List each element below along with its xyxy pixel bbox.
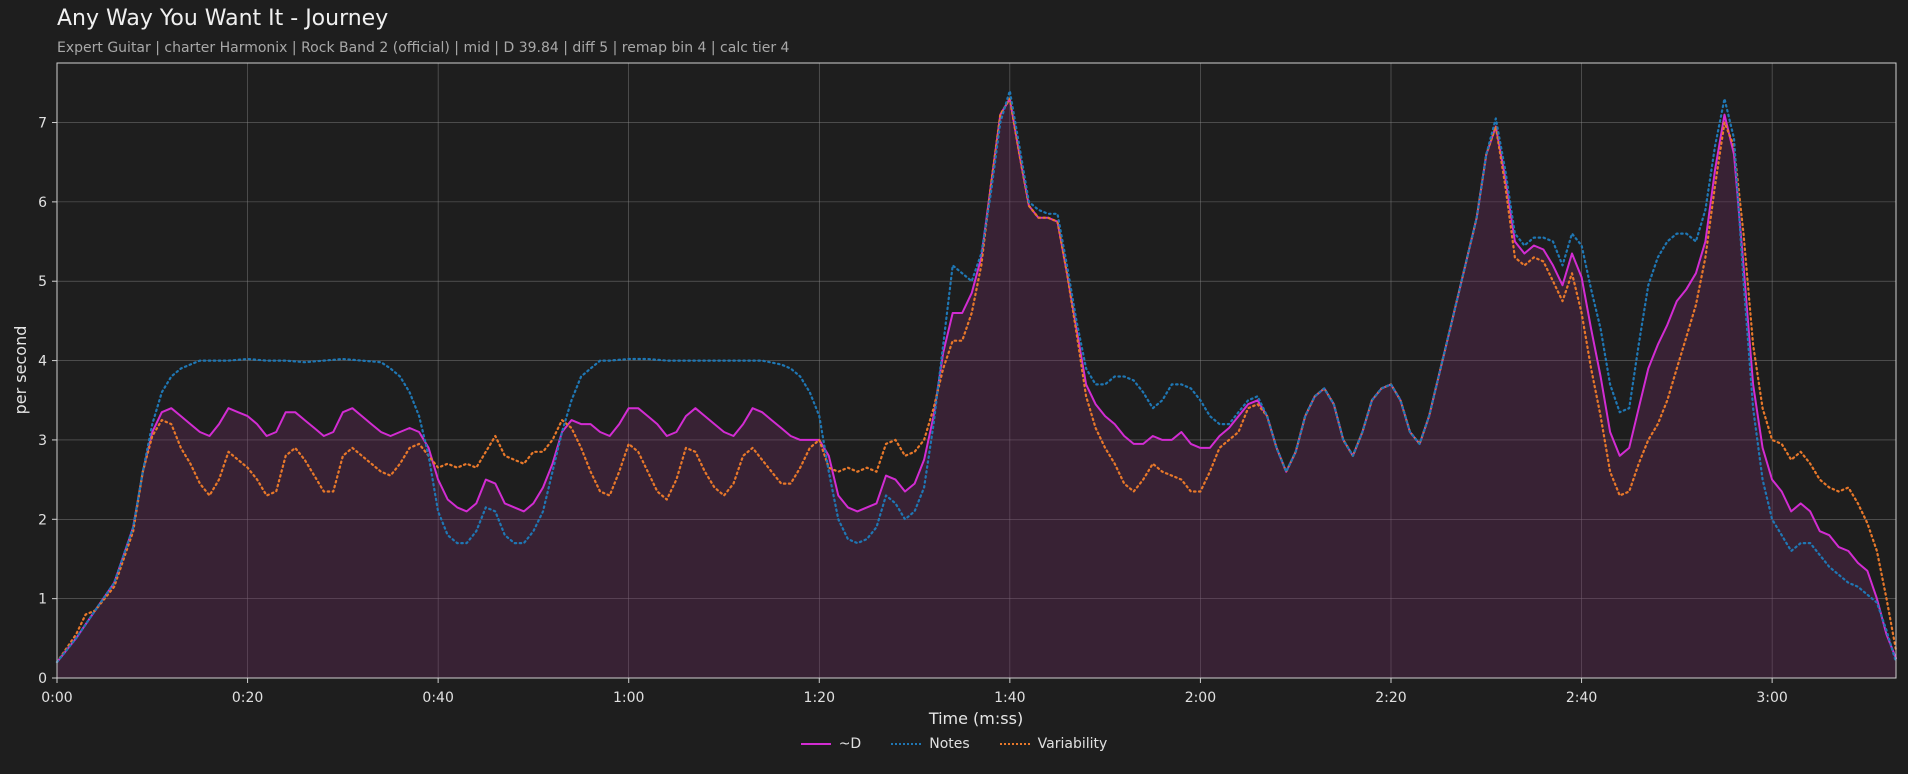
x-tick-label: 2:20 <box>1375 690 1406 706</box>
y-tick-label: 2 <box>38 512 47 528</box>
y-axis: 0 1 2 3 4 5 6 7 <box>38 116 57 687</box>
x-tick-label: 2:00 <box>1185 690 1216 706</box>
legend-label-variability: Variability <box>1037 736 1108 752</box>
legend-swatch-d <box>800 743 831 745</box>
series-line-1 <box>55 89 1898 664</box>
legend-swatch-notes <box>891 743 922 745</box>
y-tick-label: 6 <box>38 195 47 211</box>
chart-subtitle: Expert Guitar | charter Harmonix | Rock … <box>57 40 790 56</box>
x-tick-label: 0:40 <box>422 690 453 706</box>
plot-frame <box>56 62 1897 679</box>
x-tick-label: 1:40 <box>994 690 1025 706</box>
y-tick-label: 0 <box>38 671 47 687</box>
x-tick-label: 1:00 <box>613 690 644 706</box>
y-axis-label: per second <box>11 326 30 415</box>
chart-title: Any Way You Want It - Journey <box>57 6 389 31</box>
y-tick-label: 7 <box>38 116 47 132</box>
x-tick-label: 1:20 <box>804 690 835 706</box>
x-tick-label: 3:00 <box>1756 690 1787 706</box>
legend-label-d: ~D <box>838 736 862 752</box>
y-tick-label: 4 <box>38 354 47 370</box>
x-tick-label: 0:20 <box>232 690 263 706</box>
x-axis: 0:00 0:20 0:40 1:00 1:20 1:40 2:00 2:20 2:40 3:00 <box>41 678 1788 706</box>
legend-item-variability: Variability <box>999 736 1108 752</box>
x-tick-label: 2:40 <box>1566 690 1597 706</box>
series-area-0 <box>57 98 1896 678</box>
x-axis-label: Time (m:ss) <box>928 709 1023 728</box>
plot-background <box>57 63 1896 678</box>
legend: ~D Notes Variability <box>0 736 1908 752</box>
y-tick-label: 5 <box>38 274 47 290</box>
y-tick-label: 3 <box>38 433 47 449</box>
series-layer <box>55 89 1898 678</box>
x-tick-label: 0:00 <box>41 690 72 706</box>
legend-item-d: ~D <box>800 736 862 752</box>
legend-item-notes: Notes <box>891 736 970 752</box>
y-tick-label: 1 <box>38 592 47 608</box>
legend-label-notes: Notes <box>929 736 970 752</box>
legend-swatch-variability <box>999 743 1030 745</box>
